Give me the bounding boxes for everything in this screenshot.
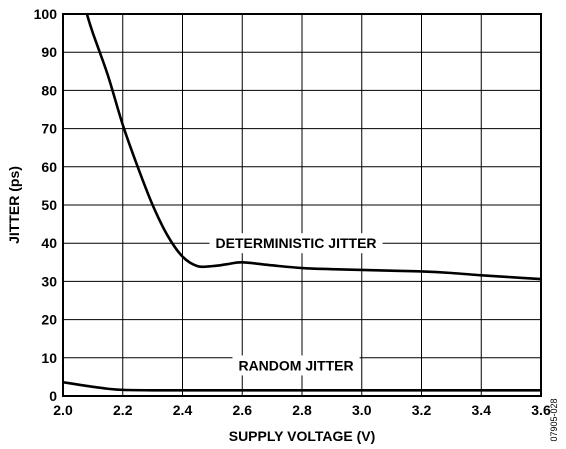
x-tick-label: 2.0 [53, 402, 73, 418]
y-tick-label: 20 [41, 312, 57, 328]
x-tick-label: 2.8 [292, 402, 312, 418]
annotation-label: RANDOM JITTER [232, 355, 360, 376]
y-tick-label: 80 [41, 82, 57, 98]
plot-area-frame [62, 13, 542, 397]
annotation-text: DETERMINISTIC JITTER [216, 235, 377, 251]
y-tick-label: 50 [41, 197, 57, 213]
x-tick-label: 2.2 [113, 402, 133, 418]
annotation-background [232, 355, 360, 376]
deterministic-jitter-line [85, 13, 542, 281]
y-tick-label: 60 [41, 159, 57, 175]
y-tick-label: 30 [41, 273, 57, 289]
annotation-text: RANDOM JITTER [238, 357, 353, 373]
x-tick-label: 2.6 [233, 402, 253, 418]
x-tick-label: 2.4 [173, 402, 193, 418]
random-jitter-line [62, 380, 542, 392]
series-lines [62, 13, 542, 392]
grid-lines [62, 13, 542, 397]
annotation-background [209, 233, 383, 254]
y-tick-label: 100 [34, 6, 58, 22]
x-tick-label: 3.2 [412, 402, 432, 418]
x-tick-labels: 2.0 2.2 2.4 2.6 2.8 3.0 3.2 3.4 3.6 [53, 402, 551, 418]
annotations: DETERMINISTIC JITTER RANDOM JITTER [209, 233, 383, 376]
x-axis-title: SUPPLY VOLTAGE (V) [229, 428, 376, 444]
y-tick-label: 70 [41, 121, 57, 137]
figure-id: 07905-028 [549, 398, 559, 441]
annotation-label: DETERMINISTIC JITTER [209, 233, 383, 254]
y-tick-label: 40 [41, 235, 57, 251]
y-axis-title: JITTER (ps) [6, 166, 22, 244]
y-tick-labels: 0 10 20 30 40 50 60 70 80 90 100 [34, 6, 58, 404]
y-tick-label: 0 [49, 388, 57, 404]
x-tick-label: 3.6 [531, 402, 551, 418]
y-tick-label: 90 [41, 44, 57, 60]
x-tick-label: 3.4 [472, 402, 492, 418]
y-tick-label: 10 [41, 350, 57, 366]
x-tick-label: 3.0 [352, 402, 372, 418]
